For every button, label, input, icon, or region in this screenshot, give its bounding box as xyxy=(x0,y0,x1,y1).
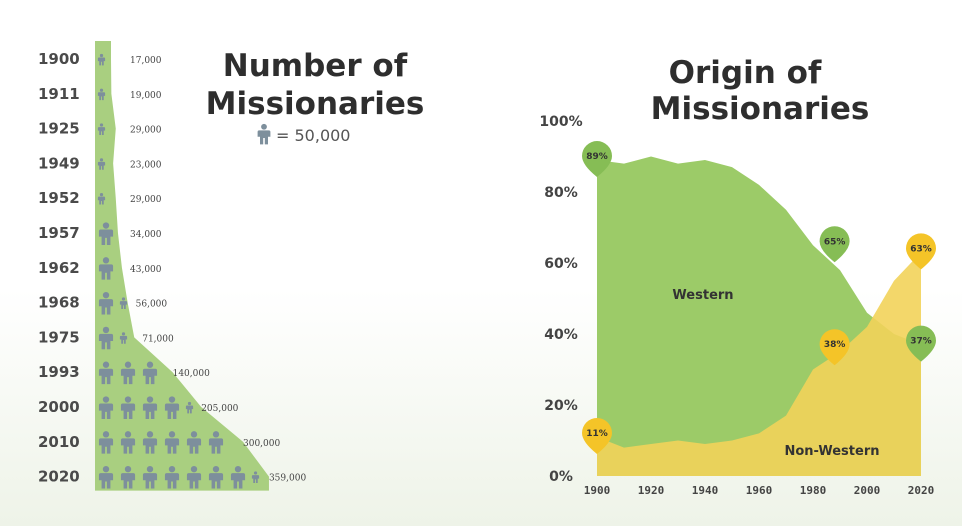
pictogram-row: 1962 43,000 xyxy=(38,257,162,280)
callout-pin: 38% xyxy=(819,329,850,366)
pin-label: 63% xyxy=(910,244,932,254)
pictogram-row: 1900 17,000 xyxy=(38,50,162,68)
year-label: 2020 xyxy=(38,468,80,486)
year-label: 1900 xyxy=(38,50,80,68)
year-label: 2010 xyxy=(38,433,80,451)
left-title-line1: Number of xyxy=(223,48,408,84)
year-label: 1925 xyxy=(38,120,80,138)
year-label: 1968 xyxy=(38,294,80,312)
value-label: 43,000 xyxy=(130,265,162,275)
value-label: 23,000 xyxy=(130,160,162,170)
missionary-count-area xyxy=(95,41,269,491)
year-label: 1911 xyxy=(38,85,80,103)
value-label: 34,000 xyxy=(130,230,162,240)
right-title-line1: Origin of xyxy=(669,55,822,91)
legend-person-icon xyxy=(257,123,271,145)
pictogram-row: 1911 19,000 xyxy=(38,85,162,103)
pictogram-row: 2000 205,000 xyxy=(38,396,239,419)
pin-shape xyxy=(582,417,612,454)
x-tick-label: 1960 xyxy=(746,484,773,497)
pictogram-row: 1968 56,000 xyxy=(38,291,168,315)
value-label: 17,000 xyxy=(130,56,162,66)
non-western-label: Non-Western xyxy=(784,444,879,459)
value-label: 140,000 xyxy=(173,369,210,379)
legend-value: = 50,000 xyxy=(276,126,350,145)
legend: = 50,000 xyxy=(257,123,350,145)
year-label: 1975 xyxy=(38,328,80,346)
value-label: 359,000 xyxy=(269,474,306,484)
y-tick-label: 80% xyxy=(544,185,578,201)
x-tick-label: 1980 xyxy=(800,484,827,497)
origin-of-missionaries-chart: Origin of Missionaries Western Non-Weste… xyxy=(539,55,936,497)
pictogram-row: 1957 34,000 xyxy=(38,222,162,245)
pin-shape xyxy=(819,329,850,366)
value-label: 29,000 xyxy=(130,195,162,205)
value-label: 29,000 xyxy=(130,126,162,136)
pin-label: 11% xyxy=(586,429,608,439)
callout-pin: 37% xyxy=(906,325,936,362)
pictogram-row: 1993 140,000 xyxy=(38,361,210,385)
x-tick-label: 2000 xyxy=(854,484,881,497)
callout-pin: 11% xyxy=(582,417,612,454)
western-label: Western xyxy=(672,288,733,303)
callout-pin: 65% xyxy=(819,226,850,263)
pictogram-row: 1952 29,000 xyxy=(38,189,162,207)
x-tick-label: 1920 xyxy=(638,484,665,497)
y-tick-label: 100% xyxy=(539,114,582,130)
x-tick-label: 1940 xyxy=(692,484,719,497)
value-label: 300,000 xyxy=(243,439,280,449)
value-label: 19,000 xyxy=(130,91,162,101)
pictogram-row: 1949 23,000 xyxy=(38,154,162,172)
x-tick-label: 2020 xyxy=(908,484,935,497)
y-tick-label: 0% xyxy=(549,469,573,485)
y-tick-label: 20% xyxy=(544,398,578,414)
pin-label: 38% xyxy=(824,340,846,350)
x-tick-label: 1900 xyxy=(584,484,611,497)
number-of-missionaries-chart: 1900 17,000 1911 19,000 1925 29,000 1949 23,000… xyxy=(38,41,424,491)
pictogram-row: 2020 359,000 xyxy=(38,465,306,489)
year-label: 1962 xyxy=(38,259,80,277)
callout-pin: 63% xyxy=(906,233,936,270)
callout-pin: 89% xyxy=(582,141,612,178)
year-label: 1993 xyxy=(38,363,80,381)
year-label: 1952 xyxy=(38,189,80,207)
pin-label: 65% xyxy=(824,237,846,247)
year-label: 1957 xyxy=(38,224,80,242)
value-label: 71,000 xyxy=(142,334,174,344)
pin-shape xyxy=(906,233,936,270)
pin-label: 89% xyxy=(586,152,608,162)
y-tick-label: 60% xyxy=(544,256,578,272)
y-tick-label: 40% xyxy=(544,327,578,343)
pin-shape xyxy=(819,226,850,263)
year-label: 1949 xyxy=(38,154,80,172)
value-label: 205,000 xyxy=(201,404,238,414)
left-title-line2: Missionaries xyxy=(206,86,425,122)
non-western-area xyxy=(597,252,921,476)
pin-shape xyxy=(582,141,612,178)
year-label: 2000 xyxy=(38,398,80,416)
value-label: 56,000 xyxy=(136,300,168,310)
pin-label: 37% xyxy=(910,337,932,347)
pictogram-row: 2010 300,000 xyxy=(38,431,280,454)
pictogram-row: 1925 29,000 xyxy=(38,120,162,138)
right-title-line2: Missionaries xyxy=(651,91,870,127)
pictogram-row: 1975 71,000 xyxy=(38,326,174,350)
pin-shape xyxy=(906,325,936,362)
